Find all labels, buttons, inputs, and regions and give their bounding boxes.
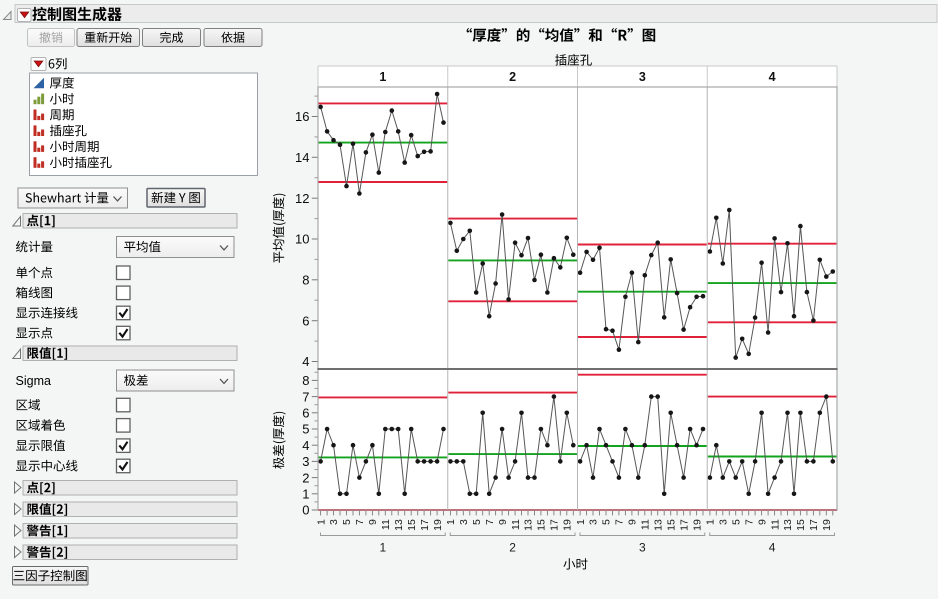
- svg-text:3: 3: [458, 519, 470, 525]
- svg-text:11: 11: [510, 519, 522, 530]
- svg-text:2: 2: [302, 470, 309, 485]
- svg-text:2: 2: [509, 70, 516, 84]
- svg-text:11: 11: [769, 519, 781, 530]
- svg-text:7: 7: [743, 519, 755, 525]
- svg-text:9: 9: [497, 519, 509, 525]
- svg-text:12: 12: [295, 191, 309, 206]
- svg-text:1: 1: [315, 519, 327, 525]
- svg-text:9: 9: [756, 519, 768, 525]
- svg-text:2: 2: [509, 540, 516, 554]
- svg-text:5: 5: [471, 519, 483, 525]
- svg-text:9: 9: [627, 519, 639, 525]
- svg-text:5: 5: [730, 519, 742, 525]
- svg-text:3: 3: [302, 454, 309, 469]
- svg-text:1: 1: [575, 519, 587, 525]
- svg-text:16: 16: [295, 109, 309, 124]
- svg-text:6: 6: [302, 406, 309, 421]
- svg-text:13: 13: [393, 519, 405, 531]
- svg-text:19: 19: [432, 519, 444, 531]
- svg-text:10: 10: [295, 232, 309, 247]
- svg-text:4: 4: [302, 354, 309, 369]
- svg-text:17: 17: [549, 519, 561, 531]
- svg-text:1: 1: [380, 540, 387, 554]
- svg-text:1: 1: [379, 70, 386, 84]
- svg-text:3: 3: [639, 70, 646, 84]
- svg-text:7: 7: [484, 519, 496, 525]
- svg-text:7: 7: [354, 519, 366, 525]
- svg-text:3: 3: [588, 519, 600, 525]
- svg-text:5: 5: [341, 519, 353, 525]
- svg-text:7: 7: [302, 389, 309, 404]
- svg-text:19: 19: [821, 519, 833, 531]
- svg-text:13: 13: [782, 519, 794, 531]
- svg-text:17: 17: [678, 519, 690, 531]
- svg-text:11: 11: [640, 519, 652, 530]
- svg-text:19: 19: [562, 519, 574, 531]
- svg-text:15: 15: [665, 519, 677, 531]
- svg-text:9: 9: [367, 519, 379, 525]
- svg-text:1: 1: [445, 519, 457, 525]
- svg-text:1: 1: [705, 519, 717, 525]
- svg-text:15: 15: [406, 519, 418, 531]
- svg-text:5: 5: [601, 519, 613, 525]
- svg-text:8: 8: [302, 373, 309, 388]
- svg-text:17: 17: [419, 519, 431, 531]
- svg-text:19: 19: [691, 519, 703, 531]
- svg-text:3: 3: [718, 519, 730, 525]
- svg-text:14: 14: [295, 150, 309, 165]
- svg-text:7: 7: [614, 519, 626, 525]
- svg-text:8: 8: [302, 273, 309, 288]
- svg-text:0: 0: [302, 503, 309, 518]
- svg-text:6: 6: [302, 313, 309, 328]
- svg-text:4: 4: [769, 540, 776, 554]
- svg-text:15: 15: [795, 519, 807, 531]
- svg-text:Sigma: Sigma: [16, 374, 51, 388]
- svg-text:13: 13: [652, 519, 664, 531]
- svg-text:3: 3: [328, 519, 340, 525]
- svg-text:1: 1: [302, 487, 309, 502]
- svg-text:4: 4: [302, 438, 309, 453]
- svg-text:5: 5: [302, 422, 309, 437]
- svg-text:4: 4: [769, 70, 776, 84]
- svg-text:17: 17: [808, 519, 820, 531]
- svg-text:15: 15: [536, 519, 548, 531]
- svg-text:13: 13: [523, 519, 535, 531]
- svg-text:11: 11: [380, 519, 392, 530]
- svg-text:3: 3: [639, 540, 646, 554]
